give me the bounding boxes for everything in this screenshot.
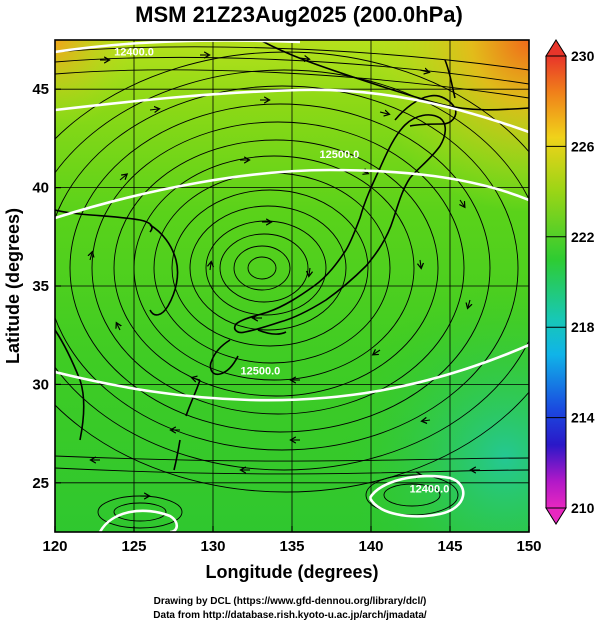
coast-kyushu bbox=[209, 339, 239, 376]
contour-southwest bbox=[98, 509, 179, 532]
contour-12500-south bbox=[55, 343, 529, 402]
coast-china-north bbox=[55, 209, 153, 233]
colorbar-top-extension bbox=[545, 39, 567, 57]
plot-area: 12500.0 12400.0 12500.0 12500.0 12400.0 bbox=[55, 27, 529, 532]
colorbar: 230 226 222 218 214 210 bbox=[545, 39, 595, 525]
colorbar-tick-label: 214 bbox=[571, 410, 595, 426]
contour-12400-south bbox=[368, 474, 465, 518]
coast-continent-north bbox=[259, 40, 529, 111]
x-axis-label: Longitude (degrees) bbox=[205, 562, 378, 582]
x-tick-label: 120 bbox=[42, 538, 67, 555]
contour-label: 12400.0 bbox=[114, 47, 154, 59]
x-axis-ticks: 120 125 130 135 140 145 150 bbox=[42, 526, 542, 555]
contour-12500-mid bbox=[55, 168, 529, 220]
credit-data: Data from http://database.rish.kyoto-u.a… bbox=[153, 610, 427, 621]
x-tick-label: 135 bbox=[279, 538, 304, 555]
contour-12400-north bbox=[55, 88, 529, 134]
contour-labels: 12500.0 12400.0 12500.0 12500.0 12400.0 bbox=[67, 27, 450, 496]
y-tick-label: 25 bbox=[32, 475, 49, 492]
x-tick-label: 130 bbox=[200, 538, 225, 555]
colorbar-tick-label: 230 bbox=[571, 48, 595, 64]
coast-shikoku bbox=[257, 329, 287, 335]
colorbar-tick-label: 222 bbox=[571, 229, 595, 245]
y-axis-ticks: 25 30 35 40 45 bbox=[32, 81, 61, 492]
contour-12500-north bbox=[55, 40, 301, 54]
coast-sakhalin bbox=[444, 59, 456, 99]
y-tick-label: 40 bbox=[32, 180, 49, 197]
credit-drawing: Drawing by DCL (https://www.gfd-dennou.o… bbox=[154, 596, 427, 607]
x-tick-label: 125 bbox=[121, 538, 146, 555]
colorbar-tick-label: 226 bbox=[571, 138, 595, 154]
y-tick-label: 35 bbox=[32, 278, 49, 295]
map-title: MSM 21Z23Aug2025 (200.0hPa) bbox=[135, 2, 463, 27]
x-tick-label: 150 bbox=[516, 538, 541, 555]
colorbar-scale bbox=[545, 55, 567, 509]
coast-taiwan bbox=[173, 439, 181, 471]
y-tick-label: 30 bbox=[32, 376, 49, 393]
y-axis-label: Latitude (degrees) bbox=[3, 208, 23, 364]
contour-label: 12500.0 bbox=[67, 27, 107, 39]
x-tick-label: 140 bbox=[358, 538, 383, 555]
contour-label: 12500.0 bbox=[241, 366, 281, 378]
colorbar-tick-label: 210 bbox=[571, 500, 595, 516]
contour-label: 12400.0 bbox=[410, 484, 450, 496]
colorbar-tick-label: 218 bbox=[571, 319, 595, 335]
colorbar-ticks: 230 226 222 218 214 210 bbox=[546, 48, 595, 516]
coast-korea bbox=[149, 224, 179, 316]
y-tick-label: 45 bbox=[32, 81, 49, 98]
coast-ryukyu bbox=[185, 379, 201, 417]
flow-arrows bbox=[90, 55, 480, 496]
height-contours bbox=[55, 40, 529, 532]
contour-label: 12500.0 bbox=[320, 149, 360, 161]
coast-china-east bbox=[55, 329, 85, 441]
x-tick-label: 145 bbox=[437, 538, 462, 555]
colorbar-bottom-extension bbox=[545, 507, 567, 525]
